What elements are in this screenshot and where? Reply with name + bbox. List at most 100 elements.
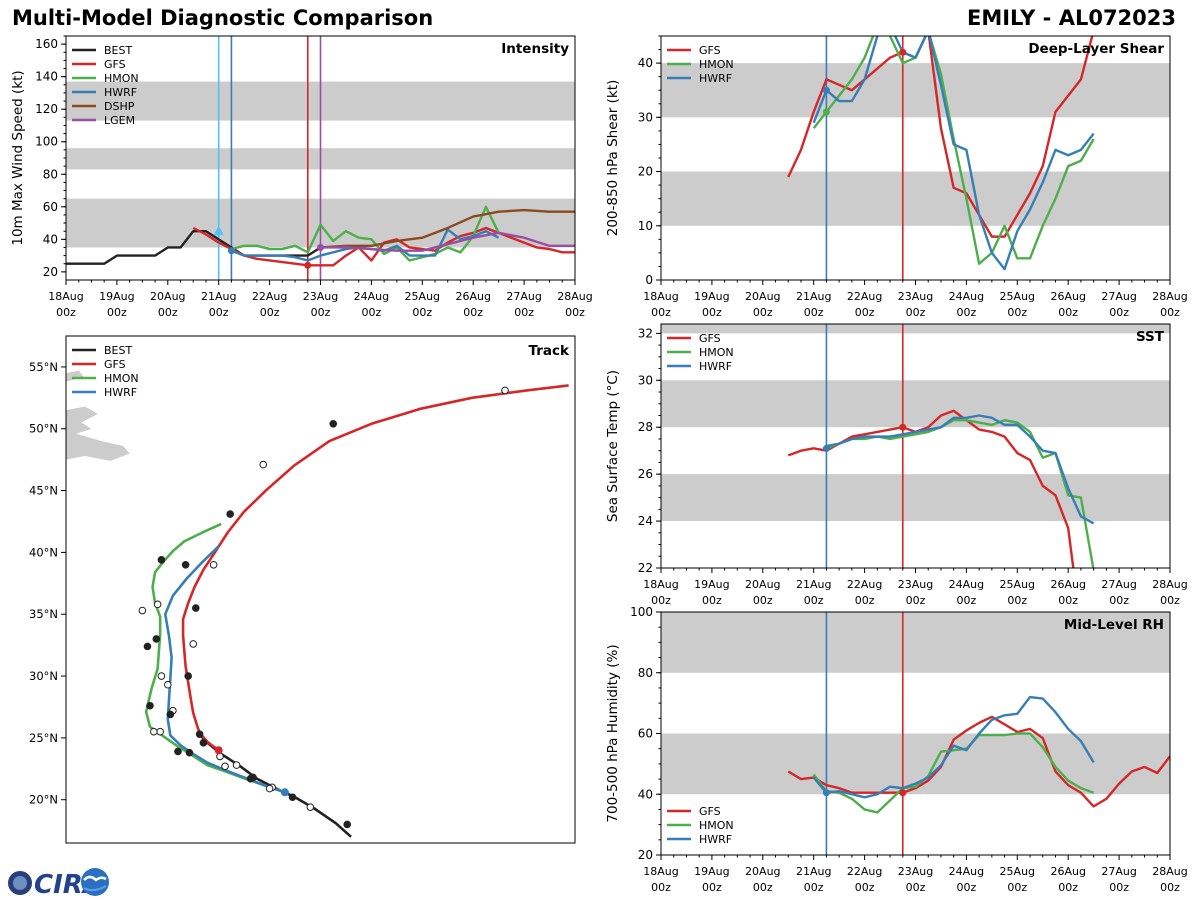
intensity-xtick-label: 18Aug [48, 290, 83, 303]
sst-marker-1 [899, 423, 907, 431]
rh-marker-0 [822, 789, 830, 797]
intensity-xtick-hour: 00z [463, 306, 483, 319]
rh-xtick-hour: 00z [1160, 881, 1180, 894]
rh-series-hmon [812, 732, 1095, 814]
rh-xtick-hour: 00z [957, 881, 977, 894]
shear-band-1 [661, 63, 1170, 118]
track-current-point [280, 788, 289, 797]
sst-xtick-label: 25Aug [1000, 578, 1035, 591]
shear-xtick-label: 27Aug [1101, 290, 1136, 303]
intensity-xtick-label: 21Aug [201, 290, 236, 303]
rh-xtick-label: 18Aug [643, 865, 678, 878]
rh-xtick-label: 28Aug [1152, 865, 1187, 878]
track-plot-area [66, 370, 569, 838]
legend-label-hmon: HMON [104, 72, 139, 85]
sst-xtick-label: 19Aug [694, 578, 729, 591]
sst-frame [660, 323, 1171, 569]
shear-xtick-hour: 00z [957, 306, 977, 319]
sst-xtick-hour: 00z [855, 594, 875, 607]
intensity-xtick-label: 23Aug [303, 290, 338, 303]
rh-xtick-label: 20Aug [745, 865, 780, 878]
shear-marker-1 [822, 108, 830, 116]
rh-band-0 [661, 733, 1170, 795]
shear-xtick-label: 26Aug [1050, 290, 1085, 303]
intensity-plot-area [66, 36, 575, 280]
cira-logo: CIRA [8, 868, 109, 900]
shear-ylabel: 200-850 hPa Shear (kt) [605, 80, 621, 237]
intensity-xtick-hour: 00z [362, 306, 382, 319]
intensity-ylabel: 10m Max Wind Speed (kt) [10, 70, 26, 245]
legend-label-hwrf: HWRF [104, 386, 137, 399]
intensity-xtick-label: 22Aug [252, 290, 287, 303]
rh-xtick-label: 19Aug [694, 865, 729, 878]
rh-ytick-label: 60 [638, 727, 653, 741]
shear-marker-0 [822, 86, 830, 94]
track-lat-label: 20°N [29, 793, 58, 807]
rh-xtick-hour: 00z [1058, 881, 1078, 894]
shear-marker-2 [899, 48, 907, 56]
intensity-series-dshp [320, 208, 575, 249]
legend-label-hmon: HMON [699, 346, 734, 359]
intensity-marker-0 [227, 247, 235, 255]
intensity-series-hmon [231, 205, 500, 262]
track-panel: 20°N 25°N 30°N 35°N 40°N 45°N 50°N 55°N Track BES… [29, 335, 576, 844]
sst-band-2 [661, 324, 1170, 334]
track-point [164, 680, 172, 689]
rh-series-gfs [787, 715, 1170, 808]
track-series-gfs [181, 384, 569, 752]
track-point [199, 739, 208, 747]
intensity-marker-1 [304, 261, 312, 269]
intensity-xtick-label: 25Aug [405, 290, 440, 303]
track-lat-label: 30°N [29, 669, 58, 683]
track-point [152, 635, 161, 643]
land-mass-north [66, 370, 84, 382]
sst-panel: 22 24 26 28 30 32 18Aug 00z 19Aug 00z 20Aug 00z 21Au… [605, 323, 1188, 607]
intensity-series-best [66, 229, 322, 265]
intensity-xtick-hour: 00z [107, 306, 127, 319]
intensity-panel-title: Intensity [501, 41, 569, 57]
shear-xtick-hour: 00z [651, 306, 671, 319]
sst-series-gfs [787, 409, 1075, 568]
shear-ytick-label: 0 [645, 273, 653, 287]
rh-xtick-label: 23Aug [898, 865, 933, 878]
shear-xtick-hour: 00z [906, 306, 926, 319]
intensity-xtick-hour: 00z [565, 306, 585, 319]
track-point [153, 600, 162, 609]
legend-label-gfs: GFS [699, 44, 721, 57]
intensity-ytick-label: 80 [43, 167, 58, 181]
track-frame [65, 335, 576, 844]
sst-series-hmon [826, 418, 1095, 568]
rh-xtick-hour: 00z [855, 881, 875, 894]
sst-xtick-hour: 00z [1109, 594, 1129, 607]
track-point [189, 640, 198, 648]
sst-ytick-label: 30 [638, 373, 653, 387]
track-lat-label: 50°N [29, 422, 58, 436]
intensity-band-1 [66, 148, 575, 170]
rh-ytick-label: 100 [630, 605, 653, 619]
legend-label-hwrf: HWRF [699, 360, 732, 373]
sst-xtick-label: 23Aug [898, 578, 933, 591]
track-point [288, 793, 297, 802]
sst-xtick-label: 20Aug [745, 578, 780, 591]
shear-xtick-label: 23Aug [898, 290, 933, 303]
rh-xtick-label: 24Aug [949, 865, 984, 878]
land-mass [66, 406, 130, 461]
shear-xtick-hour: 00z [1160, 306, 1180, 319]
sst-xtick-hour: 00z [651, 594, 671, 607]
rh-ytick-label: 80 [638, 666, 653, 680]
rh-xtick-hour: 00z [804, 881, 824, 894]
shear-xtick-label: 28Aug [1152, 290, 1187, 303]
track-lat-label: 35°N [29, 607, 58, 621]
sst-ytick-label: 24 [638, 514, 653, 528]
legend-label-gfs: GFS [104, 58, 126, 71]
rh-xtick-hour: 00z [651, 881, 671, 894]
sst-ytick-label: 26 [638, 467, 653, 481]
sst-panel-title: SST [1136, 329, 1165, 345]
track-lat-label: 45°N [29, 484, 58, 498]
track-point [259, 460, 268, 469]
intensity-ytick-label: 120 [35, 102, 58, 116]
